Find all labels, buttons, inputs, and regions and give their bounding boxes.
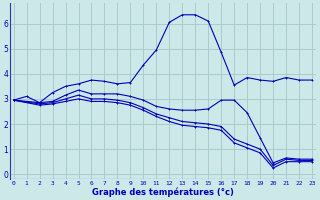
X-axis label: Graphe des températures (°c): Graphe des températures (°c) xyxy=(92,187,234,197)
